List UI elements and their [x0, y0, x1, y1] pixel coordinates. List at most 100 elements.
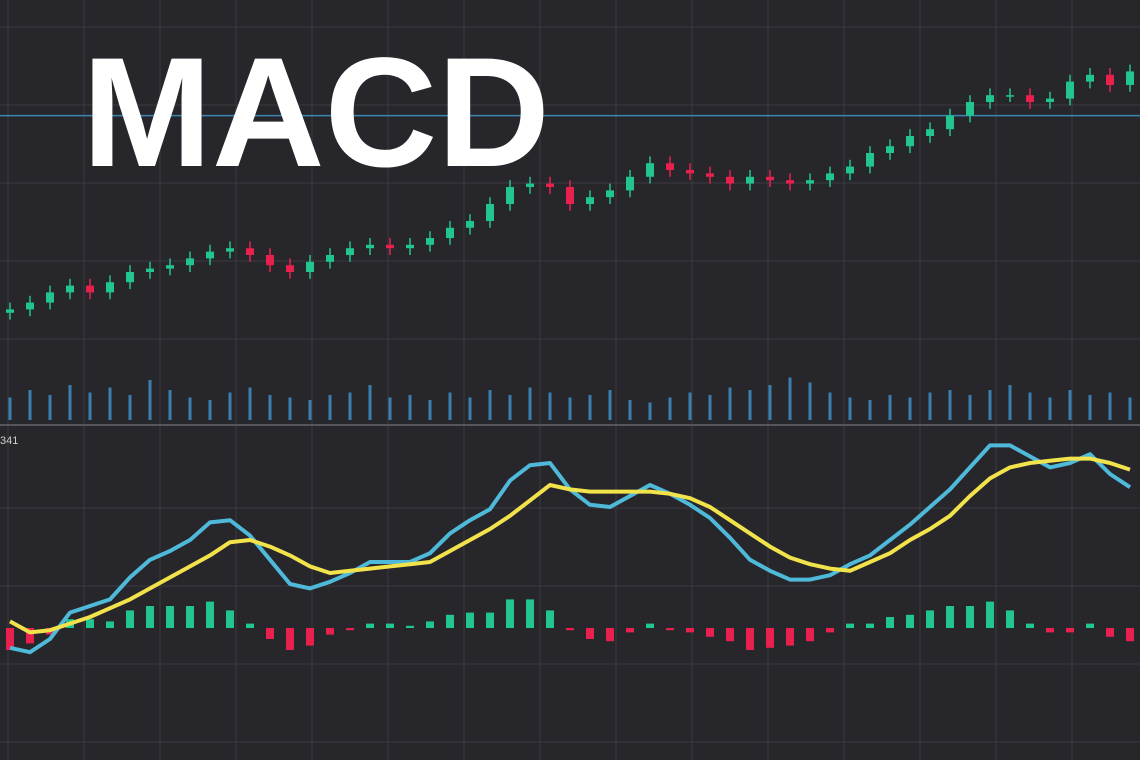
- candle-body: [206, 251, 214, 259]
- candle-body: [906, 136, 914, 147]
- candle-body: [46, 292, 54, 303]
- candle-body: [806, 180, 814, 184]
- candle-body: [426, 238, 434, 245]
- histogram-bar: [166, 606, 174, 628]
- histogram-bar: [126, 610, 134, 628]
- volume-bar: [268, 395, 272, 420]
- histogram-bar: [946, 606, 954, 628]
- candle-body: [466, 221, 474, 228]
- histogram-bar: [406, 625, 414, 628]
- candle-body: [586, 197, 594, 204]
- histogram-bar: [426, 621, 434, 628]
- histogram-bar: [1086, 623, 1094, 628]
- histogram-bar: [566, 628, 574, 631]
- histogram-bar: [326, 628, 334, 635]
- candle-body: [1006, 95, 1014, 97]
- candle-body: [366, 244, 374, 249]
- volume-bar: [988, 390, 992, 420]
- histogram-bar: [786, 628, 794, 646]
- volume-bar: [1088, 395, 1092, 420]
- histogram-bar: [886, 617, 894, 628]
- candle-body: [446, 227, 454, 238]
- volume-bar: [388, 397, 392, 420]
- volume-bar: [108, 387, 112, 420]
- volume-bar: [228, 392, 232, 420]
- histogram-bar: [146, 606, 154, 628]
- histogram-bar: [766, 628, 774, 648]
- volume-bar: [668, 397, 672, 420]
- volume-bar: [148, 380, 152, 420]
- macd-line: [9, 456, 1131, 635]
- histogram-bar: [966, 606, 974, 628]
- volume-bar: [1008, 385, 1012, 420]
- volume-bar: [348, 392, 352, 420]
- candle-body: [146, 268, 154, 272]
- histogram-bar: [1126, 628, 1134, 642]
- histogram-bar: [366, 623, 374, 628]
- volume-bar: [1068, 390, 1072, 420]
- candle-body: [726, 176, 734, 184]
- candle-body: [106, 282, 114, 293]
- candle-body: [286, 265, 294, 272]
- candle-body: [6, 309, 14, 313]
- candle-body: [346, 248, 354, 255]
- candle-body: [506, 187, 514, 204]
- candle-body: [666, 163, 674, 170]
- candle-body: [246, 248, 254, 255]
- volume-bar: [888, 395, 892, 420]
- volume-bar: [968, 395, 972, 420]
- candle-body: [1106, 74, 1114, 85]
- histogram-bar: [1006, 610, 1014, 628]
- histogram-bar: [726, 628, 734, 642]
- volume-bar: [788, 377, 792, 420]
- volume-bar: [168, 390, 172, 420]
- volume-bar: [1048, 397, 1052, 420]
- candle-body: [186, 258, 194, 266]
- histogram-bar: [526, 599, 534, 628]
- candle-body: [846, 166, 854, 174]
- volume-bar: [488, 390, 492, 420]
- volume-bar: [568, 397, 572, 420]
- candle-body: [826, 173, 834, 181]
- candle-body: [166, 265, 174, 269]
- volume-bar: [248, 387, 252, 420]
- histogram-bar: [1026, 623, 1034, 628]
- candle-body: [1026, 95, 1034, 102]
- histogram-bar: [866, 623, 874, 628]
- volume-bar: [928, 392, 932, 420]
- candle-body: [926, 129, 934, 136]
- histogram-bar: [26, 628, 34, 644]
- volume-bar: [688, 392, 692, 420]
- histogram-bar: [6, 628, 14, 650]
- volume-bar: [768, 385, 772, 420]
- candle-body: [626, 176, 634, 191]
- volume-bar: [128, 395, 132, 420]
- candle-body: [226, 248, 234, 252]
- volume-bar: [428, 400, 432, 420]
- histogram-bar: [706, 628, 714, 637]
- histogram-bar: [606, 628, 614, 642]
- volume-bar: [448, 392, 452, 420]
- volume-bar: [1028, 392, 1032, 420]
- candle-body: [546, 183, 554, 187]
- histogram-bar: [626, 628, 634, 633]
- volume-bar: [48, 395, 52, 420]
- volume-bar: [748, 390, 752, 420]
- histogram-bar: [226, 610, 234, 628]
- histogram-bar: [646, 623, 654, 628]
- histogram-bar: [186, 606, 194, 628]
- indicator-label: 341: [0, 435, 18, 447]
- candle-body: [746, 176, 754, 184]
- volume-bar: [368, 385, 372, 420]
- volume-bar: [288, 397, 292, 420]
- histogram-bar: [846, 623, 854, 628]
- chart-title: MACD: [82, 26, 550, 200]
- histogram-bar: [206, 601, 214, 628]
- candle-body: [126, 272, 134, 283]
- volume-bar: [408, 395, 412, 420]
- volume-bar: [808, 382, 812, 420]
- candle-body: [646, 163, 654, 177]
- histogram-bar: [586, 628, 594, 639]
- histogram-bar: [86, 619, 94, 628]
